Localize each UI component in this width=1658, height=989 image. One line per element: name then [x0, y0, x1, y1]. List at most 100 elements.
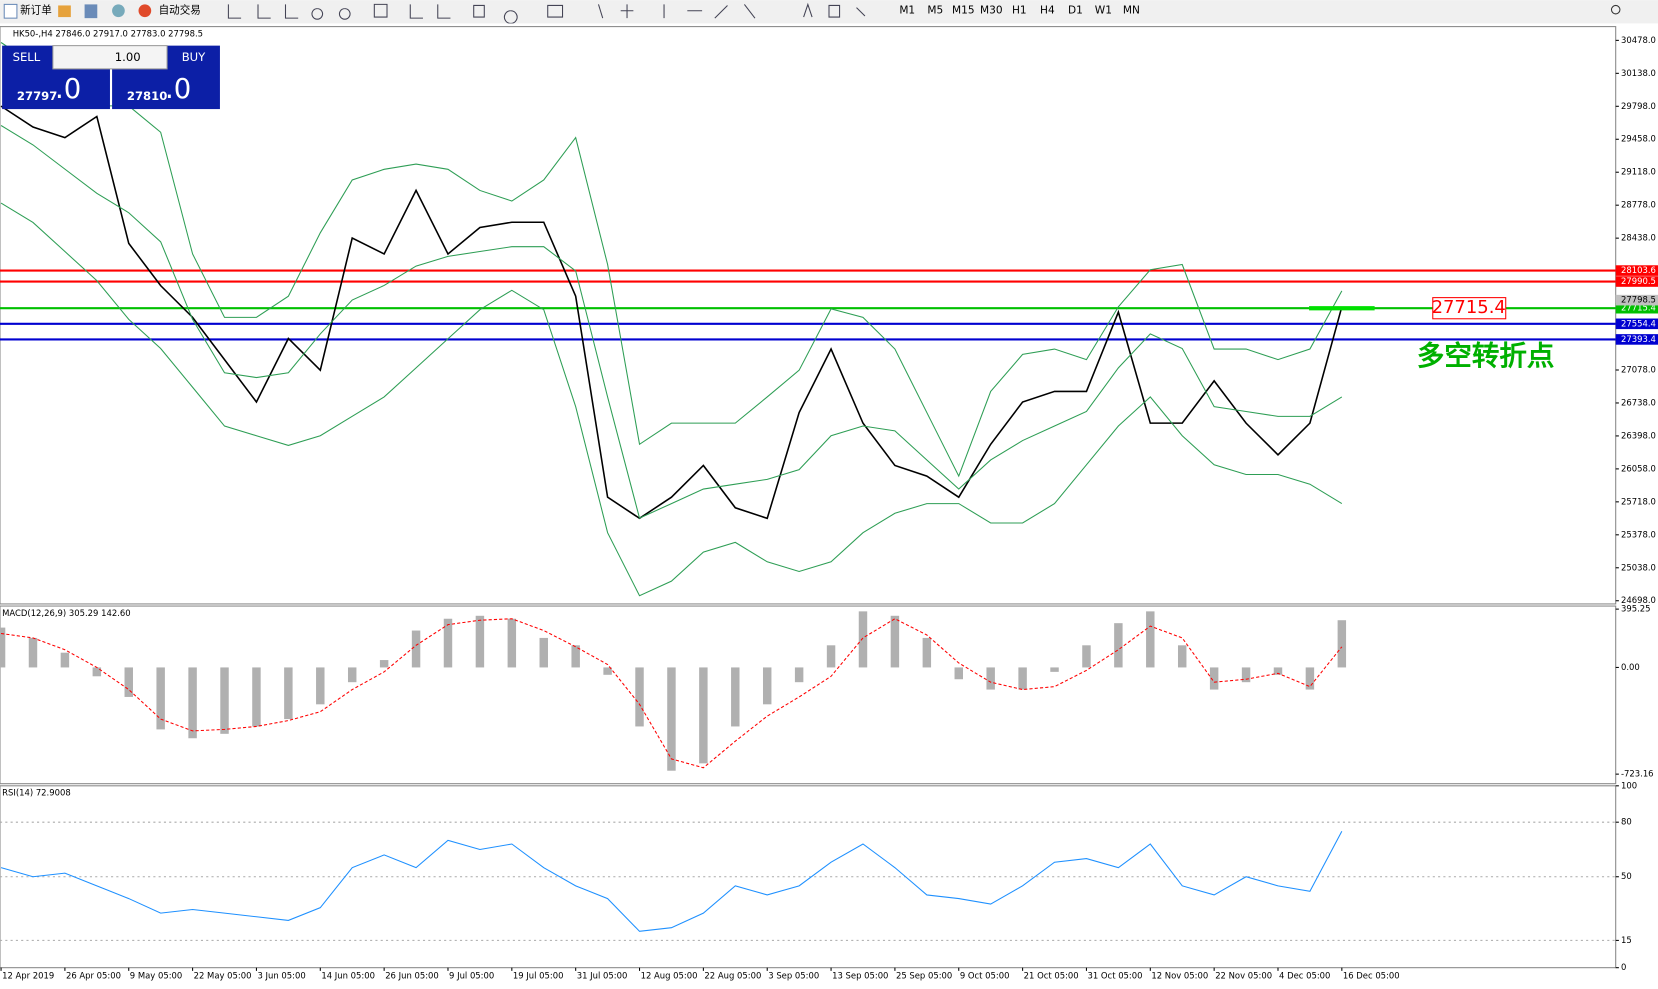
x-tick-label: 31 Jul 05:00 [577, 971, 628, 981]
y-tick-label: 29798.0 [1621, 101, 1656, 111]
new-order[interactable]: 新订单 [20, 4, 52, 17]
tool-icons [227, 2, 866, 24]
y-tick-label: 30138.0 [1621, 68, 1656, 78]
macd-bar [284, 667, 293, 720]
y-tick-label: 50 [1621, 871, 1632, 881]
macd-bar [443, 618, 453, 668]
macd-bar [124, 667, 133, 697]
timeframe-button[interactable]: M15 [952, 5, 975, 17]
macd-bar [188, 667, 197, 739]
pivot-box [1432, 297, 1507, 320]
chart-window [0, 23, 1658, 989]
y-tick-label: 26398.0 [1621, 430, 1656, 440]
x-tick-label: 3 Sep 05:00 [768, 971, 819, 981]
y-tick-label: 395.25 [1621, 604, 1651, 614]
icon[interactable] [58, 5, 71, 18]
timeframe-button[interactable]: M30 [980, 5, 1003, 17]
x-tick-label: 26 Apr 05:00 [66, 971, 121, 981]
y-tick-label: 28778.0 [1621, 200, 1656, 210]
price-level-label: 27554.4 [1621, 318, 1656, 328]
macd-bar [0, 627, 6, 668]
macd-bar [635, 667, 644, 727]
macd-bar [507, 618, 517, 668]
x-tick-label: 22 Nov 05:00 [1215, 971, 1272, 981]
sell-button[interactable]: SELL [13, 50, 41, 64]
buy-button[interactable]: BUY [182, 50, 206, 64]
timeframe-button[interactable]: W1 [1095, 5, 1112, 17]
x-tick-label: 22 Aug 05:00 [704, 971, 761, 981]
price-level-tag [1615, 302, 1658, 314]
macd-bar [92, 667, 102, 677]
y-tick-label: 80 [1621, 817, 1632, 827]
macd-bar [220, 667, 229, 734]
macd-bar [922, 637, 932, 668]
timeframe-button[interactable]: M5 [927, 5, 943, 17]
time-axis: 12 Apr 2019 26 Apr 05:00 9 May 05:00 22 May… [0, 967, 1400, 981]
auto-trading[interactable]: 自动交易 [159, 4, 201, 17]
x-tick-label: 12 Nov 05:00 [1151, 971, 1208, 981]
x-tick-label: 14 Jun 05:00 [321, 971, 375, 981]
x-tick-label: 9 May 05:00 [130, 971, 183, 981]
buy-price-frac: .0 [165, 73, 191, 105]
main-panel: HK50-,H4 27846.0 27917.0 27783.0 27798.5… [0, 26, 1658, 605]
y-tick-label: 29118.0 [1621, 167, 1656, 177]
macd-bar [28, 637, 38, 668]
macd-bar [1114, 623, 1123, 668]
macd-bar [60, 652, 70, 668]
bollinger-band [0, 125, 1343, 519]
y-tick-label: 25378.0 [1621, 529, 1656, 539]
timeframe-button[interactable]: M1 [899, 5, 915, 17]
macd-bar [1209, 667, 1219, 690]
new-order-icon[interactable] [3, 3, 18, 19]
icon[interactable] [112, 4, 125, 18]
icon[interactable] [84, 4, 98, 19]
y-tick-label: -723.16 [1621, 769, 1654, 779]
y-tick-label: 27078.0 [1621, 364, 1656, 374]
y-tick-label: 26058.0 [1621, 463, 1656, 473]
macd-bar [316, 667, 325, 705]
macd-bar [699, 667, 708, 764]
x-tick-label: 9 Jul 05:00 [449, 971, 494, 981]
y-tick-label: 25038.0 [1621, 562, 1656, 572]
y-tick-label: 26738.0 [1621, 397, 1656, 407]
x-tick-label: 12 Apr 2019 [2, 971, 54, 981]
y-tick-label: 30478.0 [1621, 35, 1656, 45]
macd-bar [890, 615, 900, 668]
indicator-line [0, 618, 1343, 769]
buy-price: 27810 [127, 89, 167, 103]
price-level-label: 27393.4 [1621, 334, 1656, 344]
macd-bar [1305, 667, 1315, 690]
panel-frame [0, 26, 1617, 605]
macd-bar [826, 645, 836, 668]
x-tick-label: 12 Aug 05:00 [641, 971, 698, 981]
macd-bar [379, 660, 389, 668]
search-icon[interactable] [1610, 4, 1621, 15]
timeframe-button[interactable]: H4 [1040, 5, 1055, 17]
auto-trading-icon[interactable] [138, 4, 152, 18]
y-tick-label: 28438.0 [1621, 233, 1656, 243]
macd-bar [1337, 620, 1347, 668]
trade-panel: SELL BUY 1.00 27797 .0 27810 .0 [2, 45, 220, 110]
macd-panel: MACD(12,26,9) 305.29 142.60 395.25 0.00 -72… [0, 604, 1654, 785]
macd-bar [1241, 667, 1251, 683]
timeframe-button[interactable]: MN [1123, 5, 1140, 17]
macd-bar [252, 667, 261, 727]
macd-bar [954, 667, 963, 680]
price-line [0, 105, 1343, 520]
macd-bar [794, 667, 804, 683]
rsi-panel: RSI(14) 72.9008 100 80 50 15 0 [0, 780, 1637, 972]
macd-bar [986, 667, 995, 690]
timeframe-button[interactable]: H1 [1012, 5, 1027, 17]
panel-title: RSI(14) 72.9008 [2, 788, 71, 798]
lot-input[interactable] [52, 45, 168, 70]
macd-bar [731, 667, 740, 727]
sell-price: 27797 [17, 89, 57, 103]
bollinger-band [0, 42, 1343, 478]
price-level-tag [1615, 334, 1658, 345]
y-tick-label: 100 [1621, 780, 1637, 790]
lot[interactable]: 1.00 [115, 50, 141, 64]
y-tick-label: 29458.0 [1621, 134, 1656, 144]
price-level-tag [1615, 265, 1658, 276]
timeframe-button[interactable]: D1 [1068, 5, 1083, 17]
macd-bar [858, 611, 868, 668]
